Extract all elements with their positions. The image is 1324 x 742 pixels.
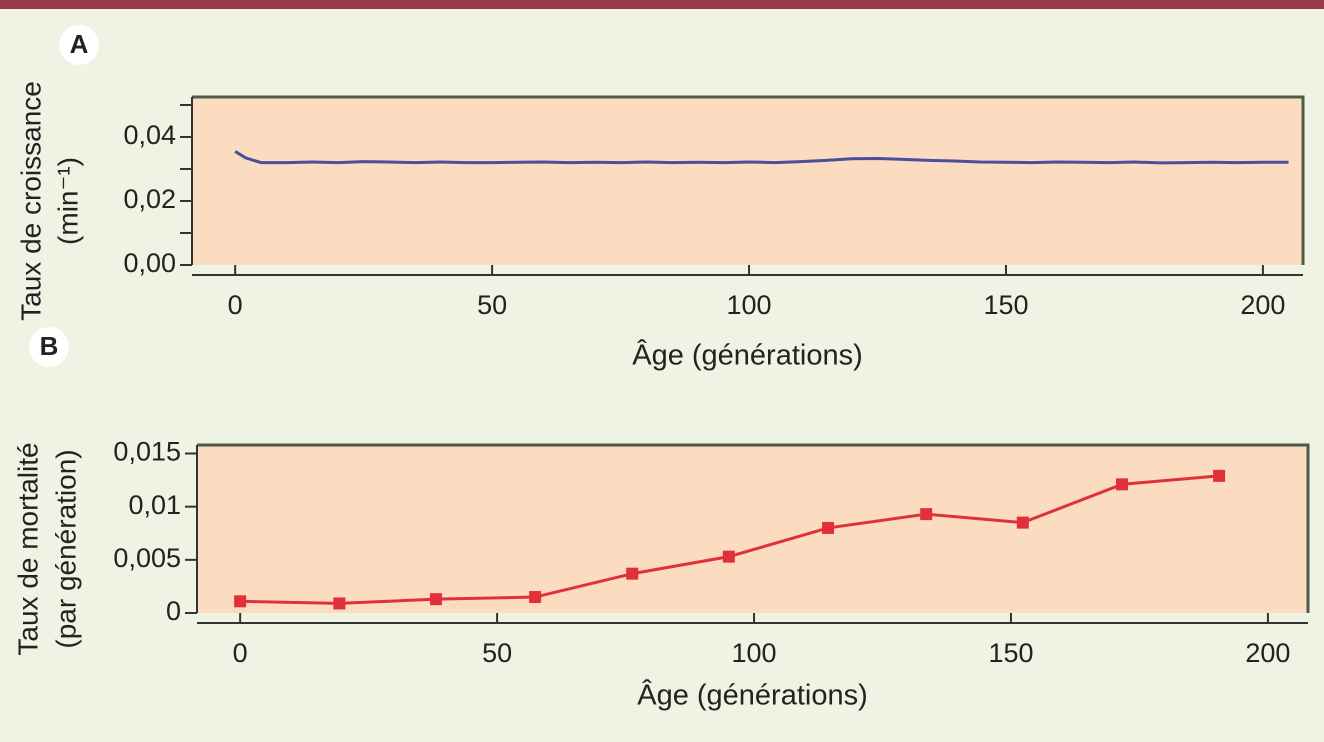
- plot-area: [197, 445, 1308, 613]
- x-axis-label: Âge (générations): [637, 679, 868, 712]
- plot-area: [192, 97, 1303, 265]
- data-point: [234, 595, 247, 608]
- y-tick-label: 0,00: [123, 248, 176, 278]
- x-tick-label: 150: [983, 290, 1028, 320]
- x-tick-label: 0: [233, 638, 248, 668]
- data-point: [1016, 516, 1029, 529]
- x-tick-label: 50: [477, 290, 507, 320]
- data-point: [333, 597, 346, 610]
- top-bar: [0, 0, 1324, 9]
- y-tick-label: 0,015: [113, 437, 181, 467]
- panel-badge: [59, 25, 99, 65]
- x-tick-label: 200: [1245, 638, 1290, 668]
- data-point: [429, 593, 442, 606]
- panel-badge: [29, 327, 69, 367]
- y-axis-label: Taux de mortalité: [12, 442, 43, 655]
- plot-frame: [197, 443, 1310, 613]
- y-tick-label: 0,01: [128, 490, 181, 520]
- y-axis-unit: (min⁻¹): [52, 157, 83, 245]
- y-tick-label: 0,02: [123, 184, 176, 214]
- y-tick-label: 0: [166, 596, 181, 626]
- x-tick-label: 150: [988, 638, 1033, 668]
- data-point: [1115, 478, 1128, 491]
- data-point: [626, 567, 639, 580]
- y-tick-label: 0,04: [123, 120, 176, 150]
- data-point: [822, 521, 835, 534]
- y-axis-label: Taux de croissance: [15, 81, 46, 321]
- panel-label: A: [70, 29, 89, 59]
- y-axis-unit: (par génération): [50, 449, 81, 648]
- series-line: [234, 150, 1289, 165]
- x-tick-label: 100: [727, 290, 772, 320]
- x-tick-label: 200: [1240, 290, 1285, 320]
- y-tick-label: 0,005: [113, 543, 181, 573]
- x-tick-label: 100: [732, 638, 777, 668]
- data-point: [722, 550, 735, 563]
- x-tick-label: 0: [228, 290, 243, 320]
- x-tick-label: 50: [482, 638, 512, 668]
- plot-frame: [192, 95, 1305, 265]
- panel-label: B: [40, 331, 59, 361]
- x-axis-label: Âge (générations): [632, 339, 863, 372]
- data-point: [1213, 469, 1226, 482]
- data-point: [920, 508, 933, 521]
- data-point: [529, 591, 542, 604]
